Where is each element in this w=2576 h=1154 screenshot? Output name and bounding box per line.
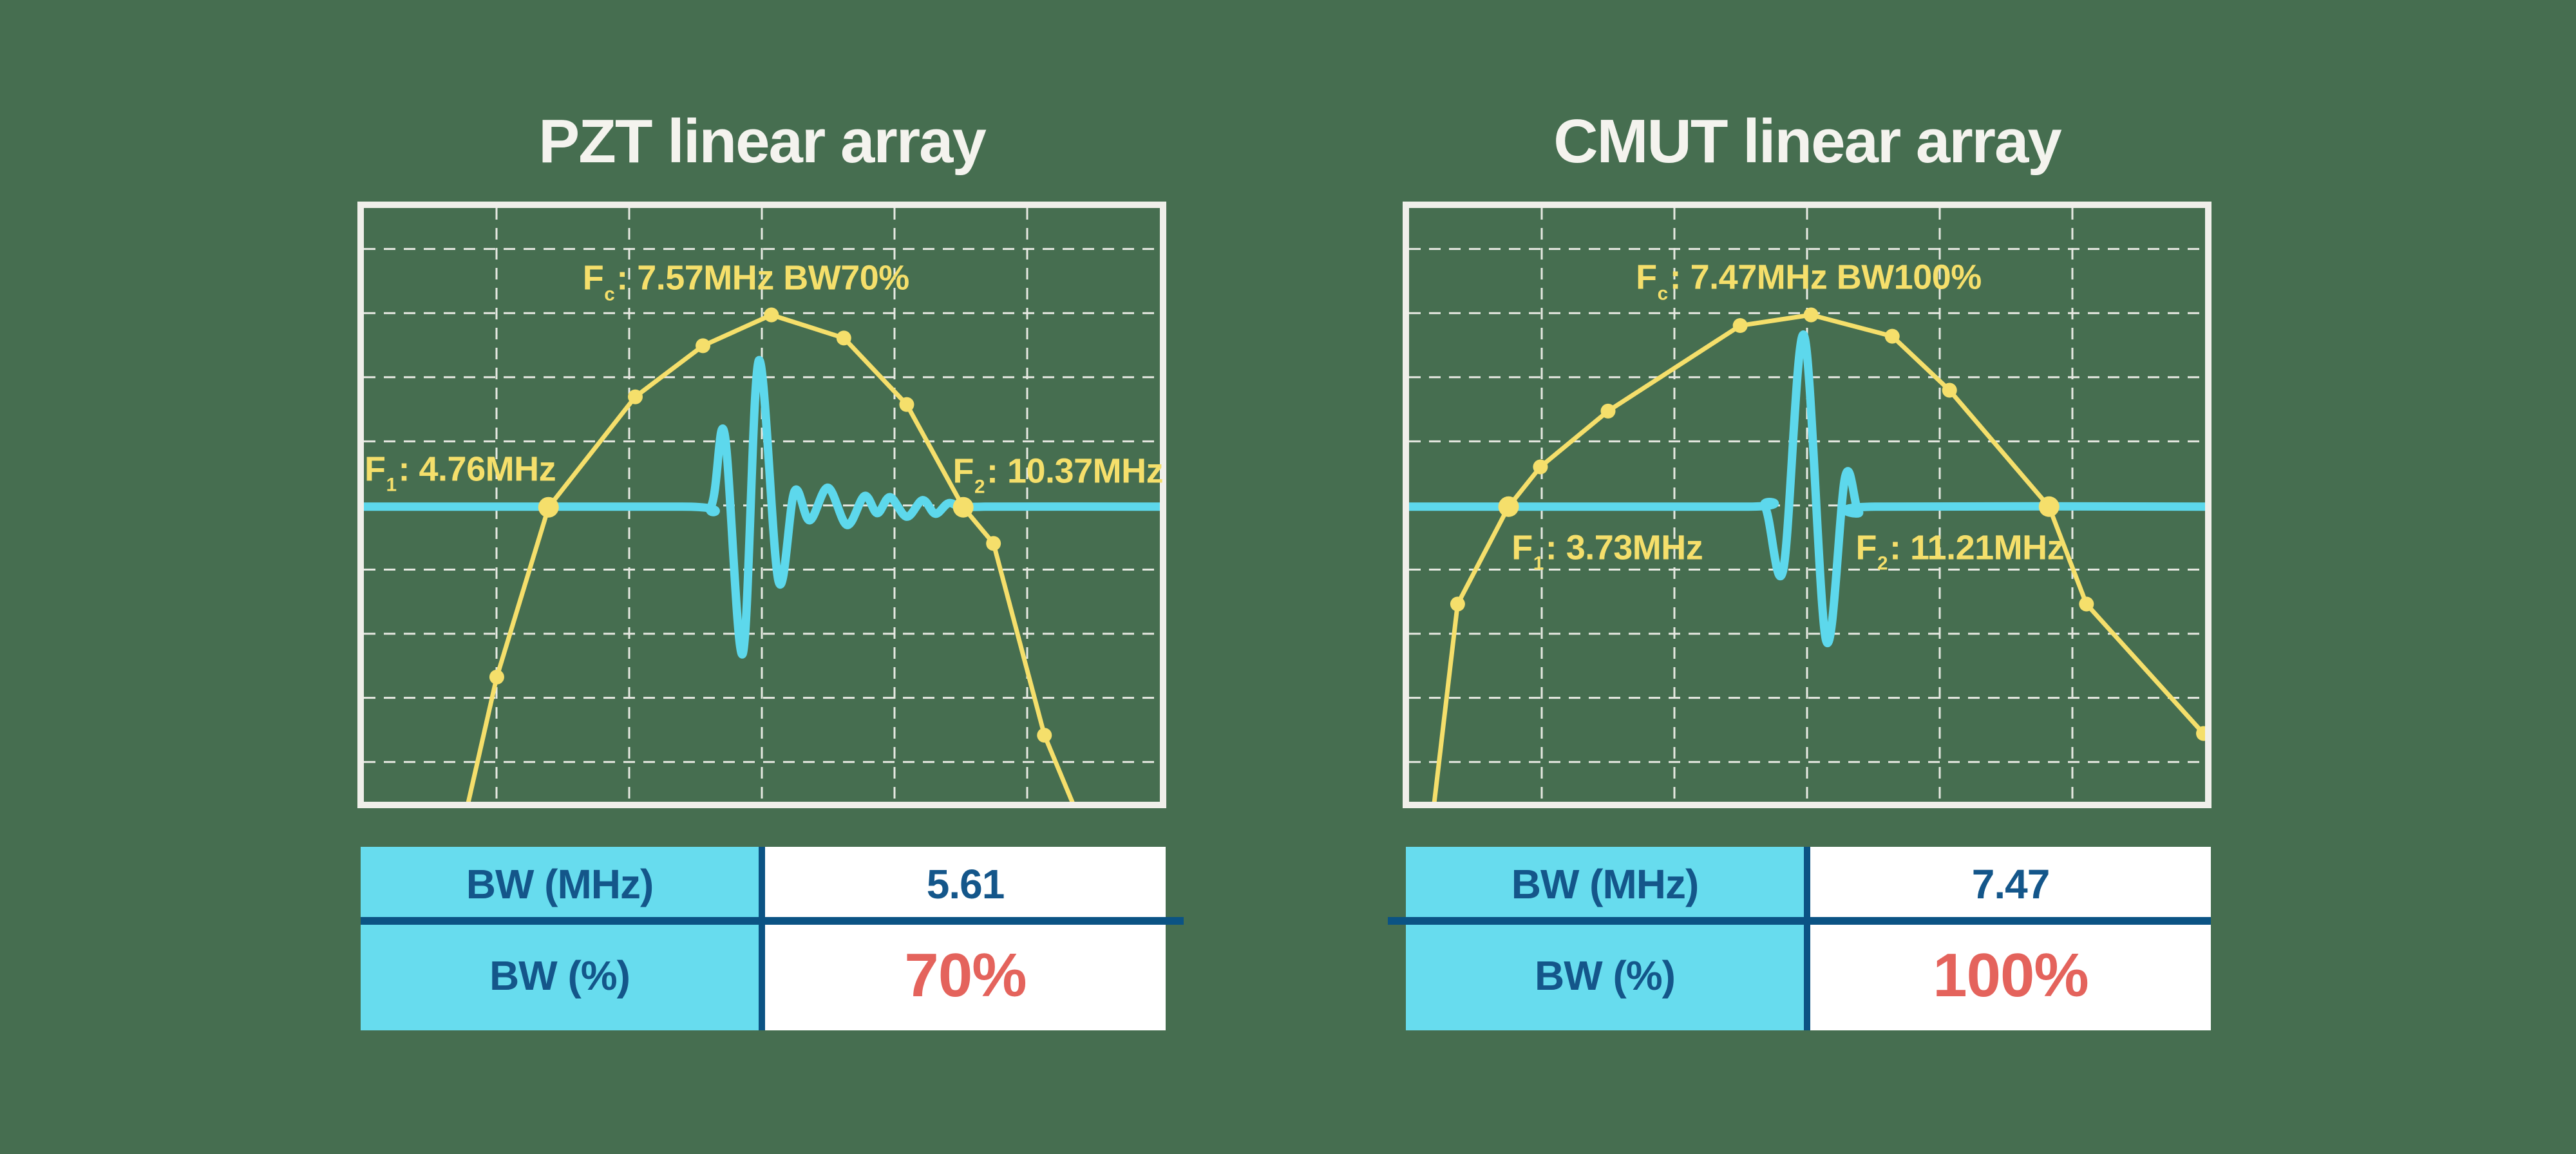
f2-value: : 10.37MHz [986,451,1164,491]
f2-subscript: 2 [974,476,985,498]
f1-annotation: F1: 3.73MHz [1511,530,1703,573]
spectrum-curve [466,312,1075,802]
fc-annotation: Fc: 7.47MHz BW100% [1636,260,1982,303]
f2-subscript: 2 [1877,553,1888,574]
bandwidth-table: BW (MHz) 5.61 BW (%) 70% [361,847,1184,1030]
f2-value: : 11.21MHz [1889,528,2065,567]
table-divider-line [361,917,1184,925]
f1-subscript: 1 [1533,553,1544,574]
f2-base: F [1855,528,1877,567]
f1-value: : 3.73MHz [1545,528,1703,567]
table-header-cell: BW (%) [1406,921,1804,1030]
fc-value: : 7.57MHz BW70% [616,258,909,298]
fc-annotation: Fc: 7.57MHz BW70% [582,258,910,305]
page-title: CMUT linear array [1553,107,2062,176]
pulse-waveform [1409,330,2205,648]
f1-base: F [365,449,386,489]
spectrum-plot [1409,208,2205,802]
panel-pzt: PZT linear array Fc: 7.57MHz BW70% F1: 4… [357,0,1184,1154]
pulse-waveform [364,356,1160,659]
f2-annotation: F2: 11.21MHz [1855,530,2064,573]
page-title: PZT linear array [538,107,987,176]
table-row: BW (%) 100% [1406,921,2211,1030]
table-row: BW (MHz) 5.61 [361,847,1166,921]
fc-subscript: c [1657,283,1669,305]
table-value-cell: 100% [1810,921,2211,1030]
table-value-cell: 70% [765,921,1166,1030]
table-column-divider [1804,847,1810,1030]
table-row: BW (%) 70% [361,921,1166,1030]
f1-base: F [1511,528,1533,567]
table-header-cell: BW (%) [361,921,759,1030]
fc-value: : 7.47MHz BW100% [1669,258,1982,297]
panel-cmut: CMUT linear array Fc: 7.47MHz BW100% F1:… [1388,0,2211,1154]
fc-base: F [1636,258,1657,297]
f1-annotation: F1: 4.76MHz [365,452,556,495]
table-divider-line [1388,917,2211,925]
fc-subscript: c [604,283,615,305]
table-value-cell: 5.61 [765,847,1166,921]
f2-base: F [952,451,974,491]
f2-annotation: F2: 10.37MHz [952,453,1163,497]
table-header-cell: BW (MHz) [361,847,759,921]
fc-base: F [582,258,604,298]
table-value-cell: 7.47 [1810,847,2211,921]
table-column-divider [759,847,765,1030]
data-dots [1450,307,2205,741]
data-dots [489,307,1052,743]
table-header-cell: BW (MHz) [1406,847,1804,921]
bandwidth-table: BW (MHz) 7.47 BW (%) 100% [1388,847,2211,1030]
f1-value: : 4.76MHz [398,449,556,489]
table-row: BW (MHz) 7.47 [1406,847,2211,921]
spectrum-chart: Fc: 7.57MHz BW70% F1: 4.76MHz F2: 10.37M… [357,202,1166,808]
spectrum-plot [364,208,1160,802]
f1-subscript: 1 [386,474,397,496]
spectrum-chart: Fc: 7.47MHz BW100% F1: 3.73MHz F2: 11.21… [1403,202,2211,808]
spectrum-curve [1432,312,2205,802]
